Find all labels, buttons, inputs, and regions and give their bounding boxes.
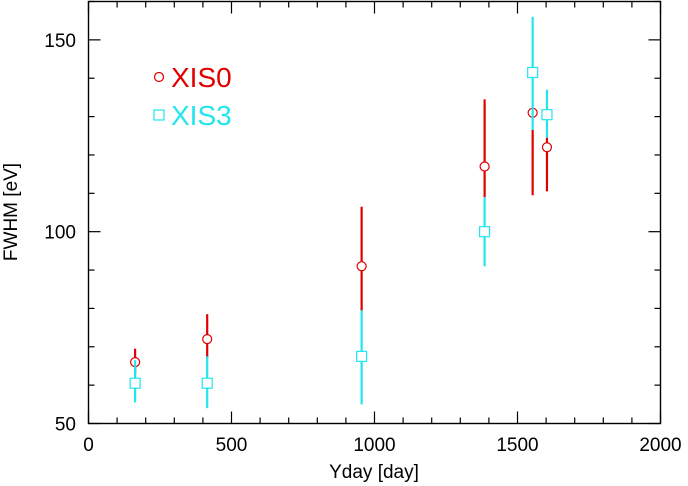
legend-label-xis0: XIS0: [171, 62, 232, 93]
x-tick-label: 1000: [353, 435, 395, 456]
data-point-circle: [202, 334, 213, 345]
data-point-square: [541, 109, 553, 121]
x-tick-label: 1500: [496, 435, 538, 456]
legend-label-xis3: XIS3: [171, 100, 232, 131]
y-tick-label: 150: [44, 31, 76, 52]
series-xis3: [129, 16, 553, 409]
x-tick-label: 2000: [639, 435, 681, 456]
data-point-square: [479, 226, 491, 238]
data-point-square: [201, 377, 213, 389]
series-layer: [129, 16, 553, 409]
y-tick-label: 50: [55, 415, 76, 436]
data-point-circle: [479, 161, 490, 172]
legend: XIS0 XIS3: [153, 62, 232, 131]
data-point-circle: [356, 261, 367, 272]
data-point-square: [129, 377, 141, 389]
data-point-circle: [541, 142, 553, 153]
y-tick-labels: 50 100 150: [44, 31, 76, 436]
legend-marker-square: [153, 109, 165, 121]
x-tick-label: 500: [216, 435, 248, 456]
x-tick-labels: 0 500 1000 1500 2000: [83, 435, 681, 456]
y-tick-label: 100: [44, 223, 76, 244]
axis-ticks: [87, 0, 662, 425]
x-axis-label: Yday [day]: [329, 462, 419, 483]
legend-marker-circle: [153, 71, 165, 83]
x-tick-label: 0: [83, 435, 94, 456]
series-xis0: [130, 99, 553, 374]
data-point-square: [527, 66, 539, 79]
data-point-square: [356, 350, 368, 362]
y-axis-label: FWHM [eV]: [1, 163, 22, 261]
